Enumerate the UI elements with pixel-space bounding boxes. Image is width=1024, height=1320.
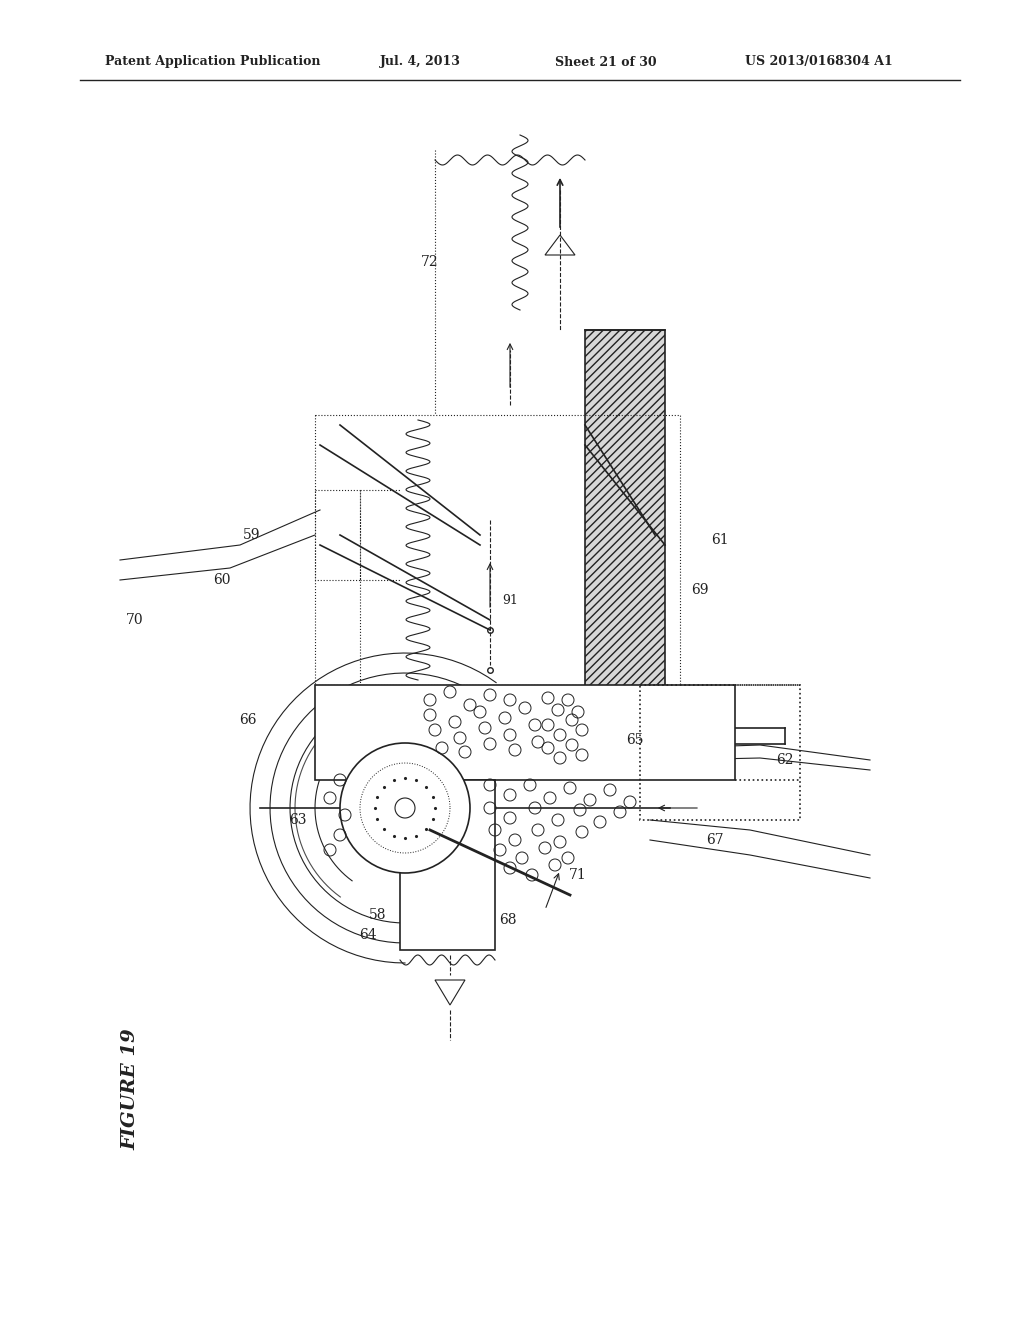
Text: 58: 58 — [370, 908, 387, 921]
Text: 63: 63 — [289, 813, 307, 828]
Text: 64: 64 — [359, 928, 377, 942]
Text: 60: 60 — [213, 573, 230, 587]
Text: FIGURE 19: FIGURE 19 — [121, 1028, 139, 1150]
Bar — [585, 330, 665, 741]
Text: 59: 59 — [244, 528, 261, 543]
Text: US 2013/0168304 A1: US 2013/0168304 A1 — [745, 55, 893, 69]
Text: Sheet 21 of 30: Sheet 21 of 30 — [555, 55, 656, 69]
Circle shape — [340, 743, 470, 873]
Text: 70: 70 — [126, 612, 143, 627]
Text: 66: 66 — [240, 713, 257, 727]
Text: 65: 65 — [627, 733, 644, 747]
Circle shape — [395, 799, 415, 818]
Text: Jul. 4, 2013: Jul. 4, 2013 — [380, 55, 461, 69]
Text: 68: 68 — [500, 913, 517, 927]
Bar — [640, 685, 800, 820]
Bar — [315, 490, 360, 579]
Text: 71: 71 — [569, 869, 587, 882]
Text: 67: 67 — [707, 833, 724, 847]
Bar — [400, 780, 495, 950]
Text: 69: 69 — [691, 583, 709, 597]
Text: 61: 61 — [712, 533, 729, 546]
Bar — [315, 414, 680, 685]
Bar — [315, 685, 735, 780]
Text: Patent Application Publication: Patent Application Publication — [105, 55, 321, 69]
Text: 62: 62 — [776, 752, 794, 767]
Text: 72: 72 — [421, 255, 439, 269]
Text: 91: 91 — [502, 594, 518, 606]
